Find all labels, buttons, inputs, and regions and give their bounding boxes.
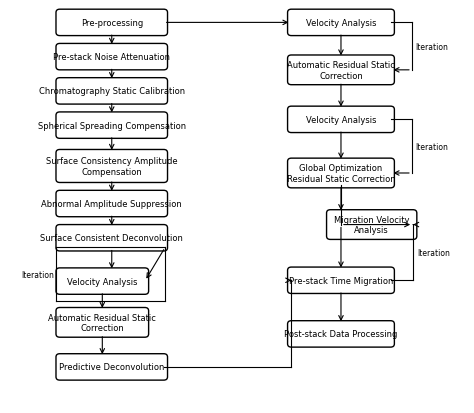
Text: Automatic Residual Static
Correction: Automatic Residual Static Correction [48,313,156,332]
Text: Chromatography Static Calibration: Chromatography Static Calibration [39,87,185,96]
FancyBboxPatch shape [56,150,167,183]
Text: Pre-stack Noise Attenuation: Pre-stack Noise Attenuation [53,53,170,62]
FancyBboxPatch shape [288,56,394,85]
FancyBboxPatch shape [327,210,417,240]
Text: Iteration: Iteration [416,142,448,151]
Text: Automatic Residual Static
Correction: Automatic Residual Static Correction [287,61,395,81]
FancyBboxPatch shape [56,44,167,71]
Text: Iteration: Iteration [416,43,448,52]
Text: Migration Velocity
Analysis: Migration Velocity Analysis [334,215,410,235]
Text: Spherical Spreading Compensation: Spherical Spreading Compensation [38,121,186,131]
Text: Velocity Analysis: Velocity Analysis [306,19,376,28]
FancyBboxPatch shape [56,225,167,252]
Text: Velocity Analysis: Velocity Analysis [67,277,137,286]
FancyBboxPatch shape [56,191,167,217]
Text: Post-stack Data Processing: Post-stack Data Processing [284,330,398,339]
FancyBboxPatch shape [288,268,394,294]
FancyBboxPatch shape [56,268,149,294]
Text: Iteration: Iteration [417,248,450,257]
FancyBboxPatch shape [288,159,394,188]
Text: Global Optimization
Residual Static Correction: Global Optimization Residual Static Corr… [287,164,395,183]
Text: Surface Consistent Deconvolution: Surface Consistent Deconvolution [40,234,183,243]
Text: Pre-stack Time Migration: Pre-stack Time Migration [289,276,393,285]
FancyBboxPatch shape [56,354,167,380]
FancyBboxPatch shape [288,321,394,347]
Text: Iteration: Iteration [21,270,54,279]
Text: Abnormal Amplitude Suppression: Abnormal Amplitude Suppression [41,199,182,209]
FancyBboxPatch shape [288,107,394,133]
FancyBboxPatch shape [56,78,167,105]
FancyBboxPatch shape [288,10,394,36]
FancyBboxPatch shape [56,308,149,337]
FancyBboxPatch shape [56,10,167,36]
Text: Surface Consistency Amplitude
Compensation: Surface Consistency Amplitude Compensati… [46,157,178,176]
Text: Pre-processing: Pre-processing [81,19,143,28]
Text: Velocity Analysis: Velocity Analysis [306,116,376,125]
Text: Predictive Deconvolution: Predictive Deconvolution [59,363,164,372]
FancyBboxPatch shape [56,113,167,139]
